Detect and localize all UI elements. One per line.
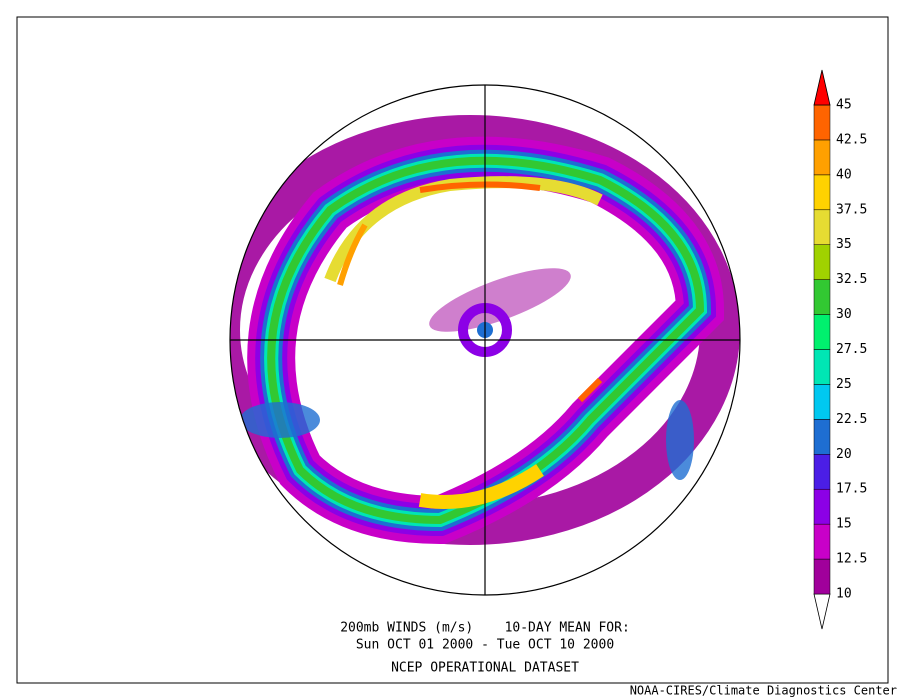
colorbar-above	[813, 69, 831, 106]
colorbar-segment	[813, 488, 831, 525]
colorbar-label: 32.5	[836, 272, 867, 287]
title-line: 200mb WINDS (m/s) 10-DAY MEAN FOR:	[340, 621, 630, 636]
colorbar-segment	[813, 279, 831, 315]
colorbar-segment	[813, 174, 831, 211]
colorbar-segment	[813, 209, 831, 245]
colorbar-segment	[813, 104, 831, 141]
colorbar-segment	[813, 419, 831, 455]
credit: NOAA-CIRES/Climate Diagnostics Center	[630, 684, 897, 698]
colorbar-label: 10	[836, 587, 852, 602]
colorbar-label: 25	[836, 377, 852, 392]
colorbar-label: 35	[836, 237, 852, 252]
colorbar-label: 17.5	[836, 482, 867, 497]
colorbar-label: 20	[836, 447, 852, 462]
colorbar-label: 42.5	[836, 132, 867, 147]
colorbar-segment	[813, 454, 831, 490]
colorbar-segment	[813, 523, 831, 560]
colorbar-label: 12.5	[836, 552, 867, 567]
colorbar-label: 40	[836, 167, 852, 182]
colorbar-segment	[813, 244, 831, 280]
colorbar-label: 45	[836, 98, 852, 113]
colorbar-label: 30	[836, 307, 852, 322]
dataset-label: NCEP OPERATIONAL DATASET	[391, 661, 579, 676]
colorbar-label: 27.5	[836, 342, 867, 357]
colorbar-segment	[813, 349, 831, 385]
title-line: Sun OCT 01 2000 - Tue OCT 10 2000	[356, 638, 614, 653]
colorbar-label: 37.5	[836, 202, 867, 217]
colorbar-segment	[813, 384, 831, 420]
colorbar-segment	[813, 139, 831, 176]
colorbar-label: 22.5	[836, 412, 867, 427]
colorbar-label: 15	[836, 517, 852, 532]
colorbar-segment	[813, 558, 831, 595]
colorbar-segment	[813, 314, 831, 350]
colorbar: 10 12.5 15 17.5 20 22.5 25 27.5 30 32.5 35 37.5 40 42…	[813, 69, 867, 630]
